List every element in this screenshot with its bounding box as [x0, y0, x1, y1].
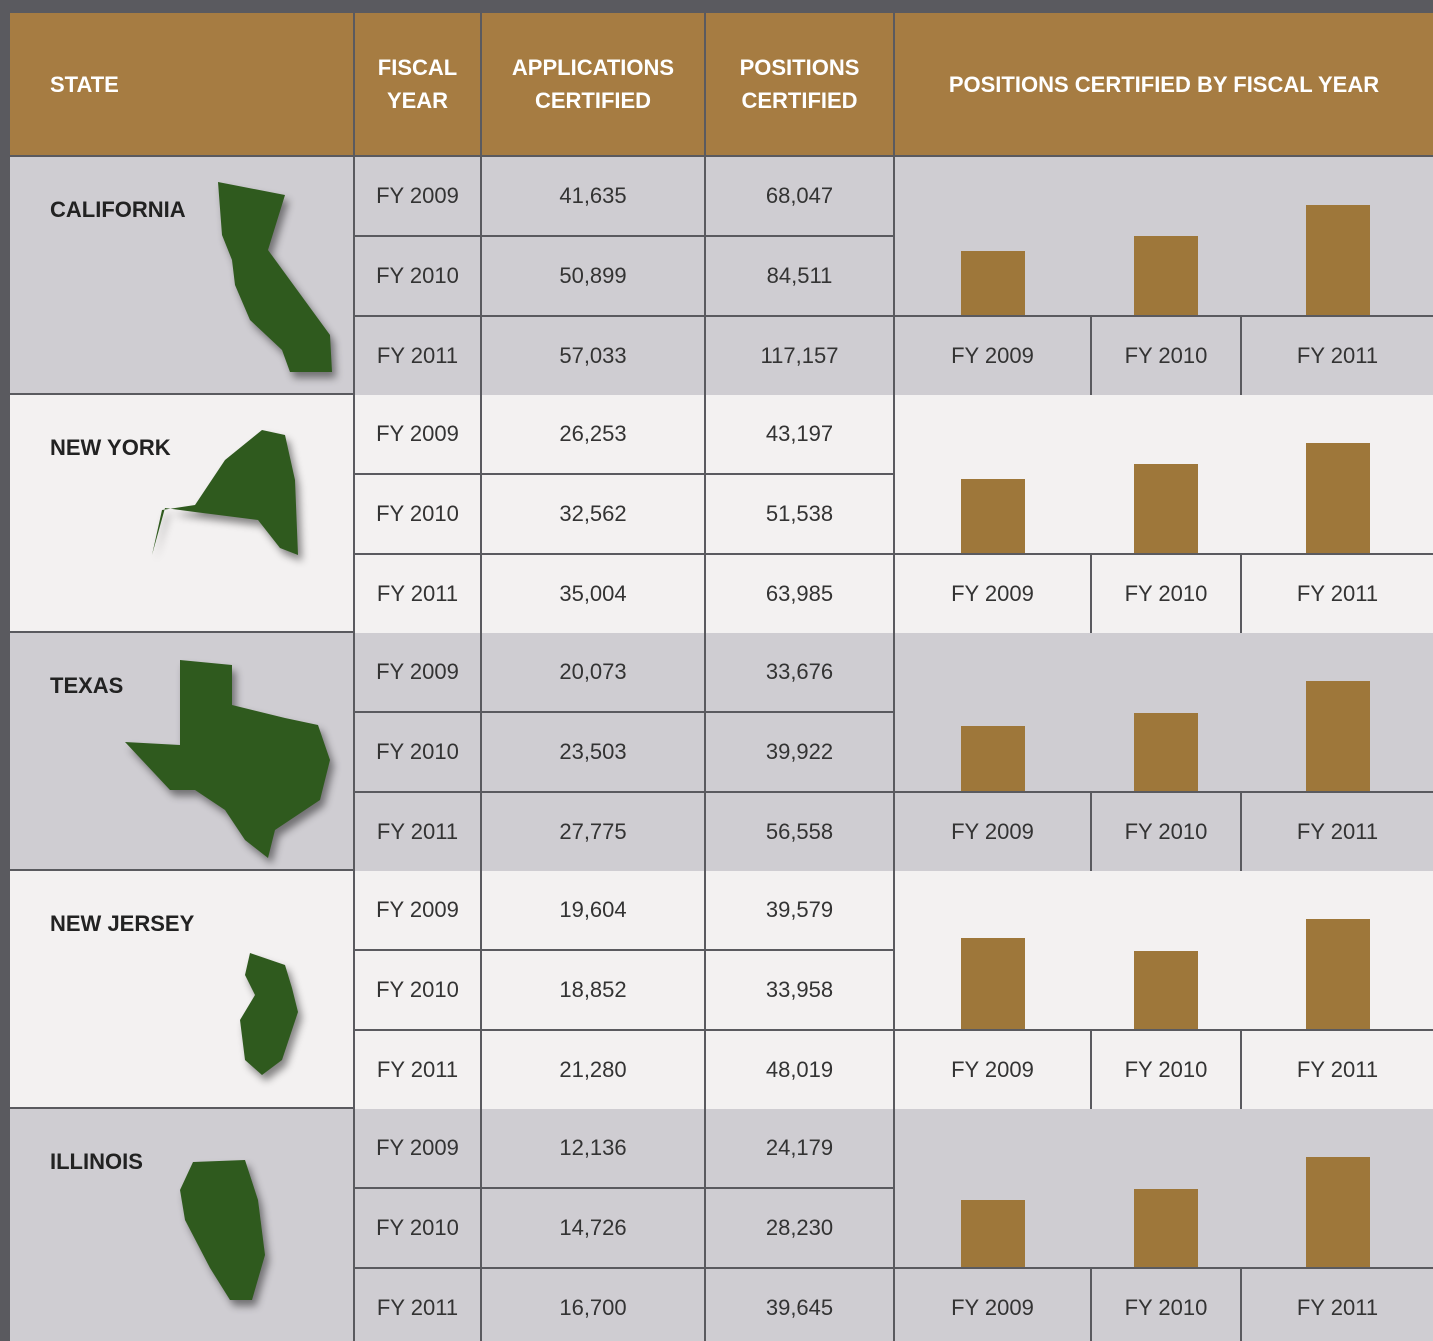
fiscal-year-cell: FY 2009 [355, 395, 480, 473]
applications-cell: 57,033 [482, 317, 704, 395]
positions-cell: 43,197 [706, 395, 893, 473]
bar [960, 938, 1025, 1029]
applications-cell: 20,073 [482, 633, 704, 711]
positions-cell: 39,645 [706, 1269, 893, 1341]
chart-label-cell: FY 2011 [1242, 1269, 1433, 1341]
state-cell: NEW YORK [10, 395, 353, 631]
fiscal-year-cell: FY 2010 [355, 475, 480, 553]
bar [960, 725, 1025, 791]
positions-cell: 39,579 [706, 871, 893, 949]
chart-label-cell: FY 2009 [895, 1269, 1090, 1341]
bar [1305, 1157, 1370, 1267]
applications-cell: 19,604 [482, 871, 704, 949]
positions-cell: 39,922 [706, 713, 893, 791]
fiscal-year-cell: FY 2011 [355, 555, 480, 633]
chart-label-cell: FY 2010 [1092, 1031, 1240, 1109]
applications-cell: 50,899 [482, 237, 704, 315]
fiscal-year-cell: FY 2010 [355, 951, 480, 1029]
bar [960, 1199, 1025, 1267]
bar [1305, 443, 1370, 553]
fiscal-year-cell: FY 2011 [355, 1269, 480, 1341]
chart-label-cell: FY 2009 [895, 317, 1090, 395]
bar [1305, 681, 1370, 791]
chart-label-cell: FY 2011 [1242, 1031, 1433, 1109]
header-state: STATE [10, 13, 353, 155]
chart-label-cell: FY 2011 [1242, 317, 1433, 395]
applications-cell: 26,253 [482, 395, 704, 473]
chart-label-cell: FY 2010 [1092, 793, 1240, 871]
applications-cell: 21,280 [482, 1031, 704, 1109]
applications-cell: 18,852 [482, 951, 704, 1029]
fiscal-year-cell: FY 2009 [355, 157, 480, 235]
positions-cell: 51,538 [706, 475, 893, 553]
bar [1134, 951, 1198, 1029]
bar [1134, 713, 1198, 791]
positions-cell: 63,985 [706, 555, 893, 633]
applications-cell: 35,004 [482, 555, 704, 633]
state-cell: NEW JERSEY [10, 871, 353, 1107]
header-chart: POSITIONS CERTIFIED BY FISCAL YEAR [895, 13, 1433, 155]
positions-cell: 117,157 [706, 317, 893, 395]
fiscal-year-cell: FY 2011 [355, 1031, 480, 1109]
applications-cell: 12,136 [482, 1109, 704, 1187]
applications-cell: 23,503 [482, 713, 704, 791]
bar [1134, 1188, 1198, 1267]
chart-label-cell: FY 2009 [895, 793, 1090, 871]
fiscal-year-cell: FY 2009 [355, 1109, 480, 1187]
fiscal-year-cell: FY 2010 [355, 1189, 480, 1267]
chart-label-cell: FY 2010 [1092, 555, 1240, 633]
bar [1305, 919, 1370, 1029]
chart-label-cell: FY 2009 [895, 555, 1090, 633]
positions-cell: 33,958 [706, 951, 893, 1029]
header-fiscal-year: FISCAL YEAR [355, 13, 480, 155]
positions-cell: 33,676 [706, 633, 893, 711]
bar [1134, 235, 1198, 315]
fiscal-year-cell: FY 2011 [355, 317, 480, 395]
state-cell: CALIFORNIA [10, 157, 353, 393]
bar [1134, 464, 1198, 553]
applications-cell: 16,700 [482, 1269, 704, 1341]
positions-cell: 56,558 [706, 793, 893, 871]
fiscal-year-cell: FY 2010 [355, 237, 480, 315]
bar [1305, 205, 1370, 315]
positions-cell: 28,230 [706, 1189, 893, 1267]
chart-label-cell: FY 2011 [1242, 793, 1433, 871]
state-cell: ILLINOIS [10, 1109, 353, 1341]
positions-cell: 84,511 [706, 237, 893, 315]
applications-cell: 14,726 [482, 1189, 704, 1267]
fiscal-year-cell: FY 2010 [355, 713, 480, 791]
applications-cell: 41,635 [482, 157, 704, 235]
fiscal-year-cell: FY 2011 [355, 793, 480, 871]
applications-cell: 27,775 [482, 793, 704, 871]
header-positions: POSITIONS CERTIFIED [706, 13, 893, 155]
chart-label-cell: FY 2011 [1242, 555, 1433, 633]
positions-cell: 68,047 [706, 157, 893, 235]
positions-cell: 24,179 [706, 1109, 893, 1187]
chart-label-cell: FY 2009 [895, 1031, 1090, 1109]
chart-label-cell: FY 2010 [1092, 1269, 1240, 1341]
fiscal-year-cell: FY 2009 [355, 871, 480, 949]
fiscal-year-cell: FY 2009 [355, 633, 480, 711]
header-applications: APPLICATIONS CERTIFIED [482, 13, 704, 155]
state-cell: TEXAS [10, 633, 353, 869]
chart-label-cell: FY 2010 [1092, 317, 1240, 395]
bar [960, 478, 1025, 553]
applications-cell: 32,562 [482, 475, 704, 553]
positions-cell: 48,019 [706, 1031, 893, 1109]
bar [960, 251, 1025, 315]
